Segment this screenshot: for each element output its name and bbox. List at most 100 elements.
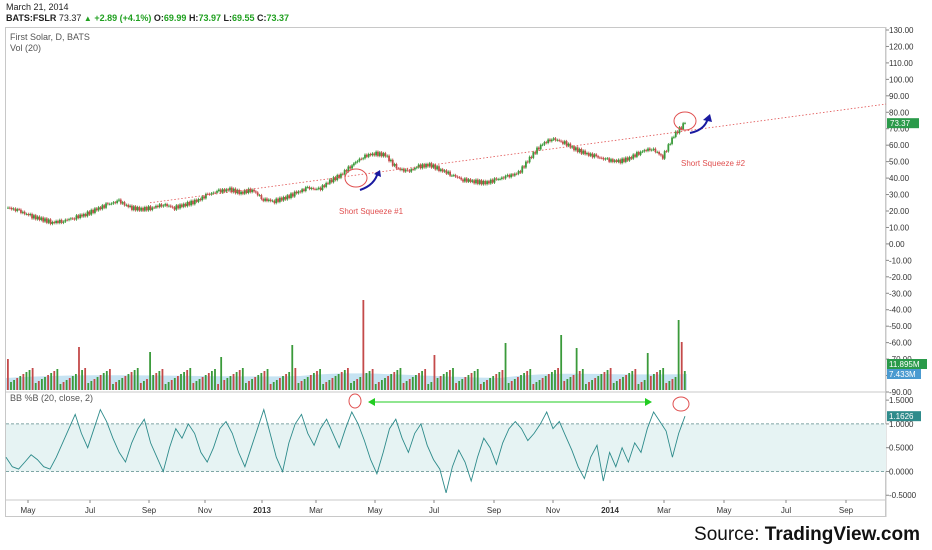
price-candle xyxy=(114,202,117,204)
price-candle xyxy=(389,159,392,162)
price-candle xyxy=(40,217,43,220)
price-candle xyxy=(20,209,22,213)
price-candle xyxy=(332,177,335,183)
volume-bar xyxy=(211,371,213,390)
y-tick-label: 130.00 xyxy=(889,26,914,35)
price-candle xyxy=(488,181,490,184)
price-candle xyxy=(156,205,159,208)
price-candle xyxy=(242,191,244,194)
volume-ma-badge xyxy=(887,369,921,379)
low-label: L: xyxy=(223,13,232,23)
price-candle xyxy=(373,153,376,156)
volume-bar xyxy=(226,378,229,390)
price-candle xyxy=(580,148,583,154)
volume-bar xyxy=(53,371,56,390)
price-candle xyxy=(645,150,648,151)
y-tick-label: 70.00 xyxy=(889,125,910,134)
price-candle xyxy=(463,178,466,182)
price-candle xyxy=(408,170,411,172)
price-candle xyxy=(267,199,270,201)
price-candle xyxy=(671,137,673,144)
squeeze-1-arrow xyxy=(359,171,379,191)
volume-bar xyxy=(628,373,631,390)
volume-bar xyxy=(99,375,102,390)
price-candle xyxy=(539,144,542,150)
price-candle xyxy=(680,127,683,130)
price-candle xyxy=(64,219,67,222)
price-candle xyxy=(86,211,89,217)
price-candle xyxy=(632,154,635,159)
volume-bar xyxy=(612,383,615,390)
volume-bar xyxy=(177,376,179,390)
price-candle xyxy=(101,205,104,210)
volume-bar xyxy=(371,369,374,390)
price-candle xyxy=(571,146,574,148)
x-tick-label: May xyxy=(20,506,35,515)
y-tick-label: 110.00 xyxy=(889,59,913,68)
price-candle xyxy=(143,207,146,211)
price-candle xyxy=(306,187,309,188)
volume-bar xyxy=(473,371,476,390)
price-candle xyxy=(369,154,372,156)
chart-canvas[interactable]: 130.00 120.00 110.00 100.00 90.00 80.00 70.00 6… xyxy=(0,0,932,520)
price-candle xyxy=(402,168,405,172)
volume-bar xyxy=(529,369,532,390)
volume-bar xyxy=(288,372,291,390)
volume-bar xyxy=(461,379,464,390)
volume-bar xyxy=(328,380,331,390)
volume-bar xyxy=(430,382,433,390)
volume-bar xyxy=(350,383,352,390)
volume-bar xyxy=(513,379,516,390)
y-tick-label: -40.00 xyxy=(889,306,912,315)
price-candle xyxy=(195,199,198,202)
volume-bar xyxy=(334,376,337,390)
volume-bar xyxy=(547,374,550,390)
price-candle xyxy=(526,161,529,163)
volume-bar xyxy=(248,381,250,390)
price-candle xyxy=(500,177,503,179)
price-candle xyxy=(425,164,427,168)
price-candle xyxy=(541,144,544,146)
volume-bar xyxy=(65,380,68,390)
price-candle xyxy=(280,197,283,201)
price-candle xyxy=(214,192,217,194)
price-candle xyxy=(164,204,167,206)
volume-bar xyxy=(47,375,49,390)
volume-bar xyxy=(115,382,117,390)
price-candle xyxy=(554,138,557,141)
price-candle xyxy=(303,189,305,191)
price-candle xyxy=(623,158,625,162)
volume-bar xyxy=(68,378,71,390)
bb-pane: 1.5000 1.0000 0.5000 0.0000 -0.5000 1.1626 xyxy=(5,393,921,500)
price-candle xyxy=(510,174,513,178)
price-candle xyxy=(49,219,52,224)
price-candle xyxy=(395,164,398,169)
price-candle xyxy=(16,209,19,211)
volume-bar xyxy=(622,377,624,390)
volume-bar xyxy=(470,373,473,390)
price-candle xyxy=(94,208,96,213)
last-price-badge-label: 73.37 xyxy=(890,119,911,128)
price-candle xyxy=(216,191,218,193)
price-candle xyxy=(227,189,230,191)
x-tick-label: Jul xyxy=(781,506,791,515)
price-candle xyxy=(336,175,339,181)
volume-bar xyxy=(535,382,538,390)
volume-bar xyxy=(13,380,15,390)
x-tick-label: Mar xyxy=(309,506,323,515)
price-candle xyxy=(325,182,328,187)
volume-bar xyxy=(130,372,133,390)
volume-bar xyxy=(662,368,665,390)
volume-bar xyxy=(467,375,470,390)
volume-bar xyxy=(291,345,294,390)
volume-badge-label: 11.895M xyxy=(889,360,920,369)
price-candle xyxy=(345,170,348,172)
price-candle xyxy=(506,174,509,176)
price-candle xyxy=(412,169,414,170)
y-tick-label: 20.00 xyxy=(889,207,910,216)
symbol-label[interactable]: BATS:FSLR xyxy=(6,13,57,23)
volume-bar xyxy=(374,384,377,390)
price-candle xyxy=(619,159,622,164)
price-candle xyxy=(223,189,226,192)
price-candle xyxy=(515,173,518,175)
